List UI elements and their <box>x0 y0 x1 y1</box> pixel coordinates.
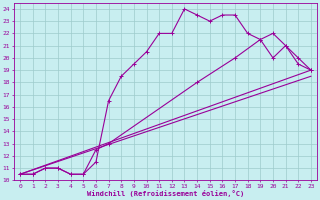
X-axis label: Windchill (Refroidissement éolien,°C): Windchill (Refroidissement éolien,°C) <box>87 190 244 197</box>
